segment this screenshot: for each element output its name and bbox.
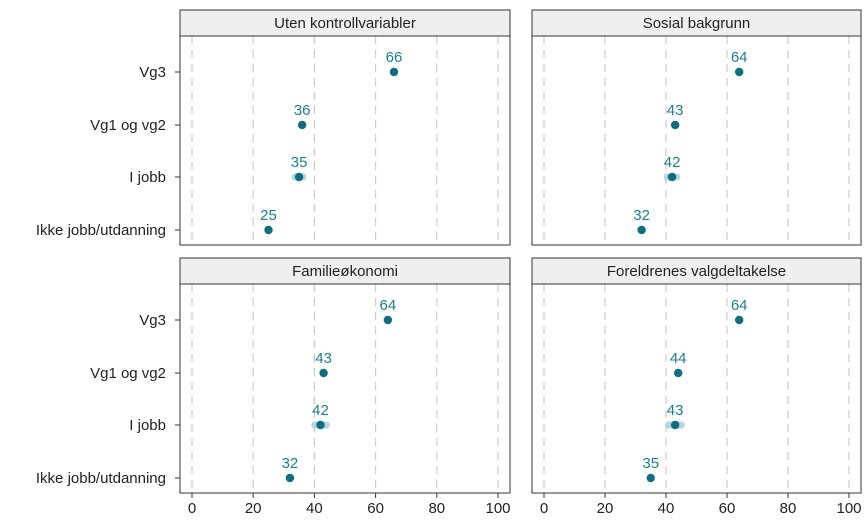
x-tick-label: 0 [188,500,196,517]
panel-4-point [735,315,744,325]
panel-4-data-label: 35 [642,455,659,472]
panel-4-strip [531,257,862,285]
panel-2-data-label: 32 [633,207,650,224]
panel-4-data-label: 64 [731,297,748,314]
panel-3-point [285,473,295,483]
category-label: Vg3 [139,312,166,329]
panel-3-point [319,368,328,378]
panel-2-title: Sosial bakgrunn [643,15,751,32]
panel-3-data-label: 32 [282,455,299,472]
panel-3-point [383,315,393,325]
x-tick-label: 60 [367,500,384,517]
x-tick-label: 40 [306,500,323,517]
panel-1-data-label: 66 [386,49,403,66]
panel-1-data-label: 36 [294,102,311,119]
x-tick-label: 80 [780,500,797,517]
panel-3-data-label: 42 [312,402,329,419]
panel-4-title: Foreldrenes valgdeltakelse [607,263,786,280]
x-tick-label: 40 [658,500,675,517]
panel-4-frame [531,283,862,494]
panel-2-point [735,67,744,77]
x-tick-label: 20 [245,500,262,517]
category-label: Vg3 [139,64,166,81]
panel-1-strip [179,9,511,37]
panel-3-frame [179,283,511,494]
panel-2-point [637,225,646,235]
panel-1-point [389,67,399,77]
panel-2-data-label: 43 [667,102,684,119]
category-label: I jobb [129,169,166,186]
category-label: Vg1 og vg2 [90,117,166,134]
panel-3-strip [179,257,511,285]
x-tick-label: 0 [540,500,548,517]
category-label: I jobb [129,417,166,434]
panel-4-data-label: 43 [667,402,684,419]
panel-1-point [297,120,307,130]
category-label: Vg1 og vg2 [90,365,166,382]
panel-4-point [674,368,683,378]
x-tick-label: 60 [719,500,736,517]
panel-1-data-label: 35 [291,154,308,171]
panel-4-data-label: 44 [670,350,687,367]
panel-3-point [316,420,325,430]
panel-1-title: Uten kontrollvariabler [274,15,416,32]
x-tick-label: 80 [428,500,445,517]
panel-2-point [670,120,680,130]
category-label: Ikke jobb/utdanning [36,222,166,239]
panel-2-frame [531,35,862,246]
panel-2-point [667,172,677,182]
panel-3-data-label: 43 [315,350,332,367]
panel-3-data-label: 64 [379,297,396,314]
panel-1-point [264,225,273,235]
x-tick-label: 100 [836,500,861,517]
x-tick-label: 20 [597,500,614,517]
panel-2-strip [531,9,862,37]
panel-1-point [294,172,304,182]
panel-4-point [646,473,655,483]
panel-2-data-label: 64 [731,49,748,66]
panel-3-title: Familieøkonomi [292,263,398,280]
panel-4-point [670,420,680,430]
panel-1-frame [179,35,511,246]
x-tick-label: 100 [485,500,510,517]
panel-1-data-label: 25 [260,207,277,224]
panel-2-data-label: 42 [664,154,681,171]
category-label: Ikke jobb/utdanning [36,470,166,487]
